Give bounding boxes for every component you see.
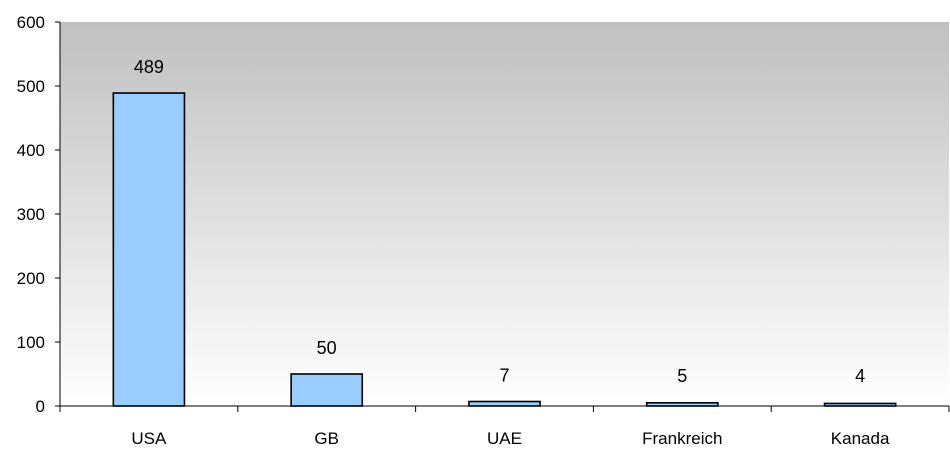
y-tick-label: 400 [17,141,45,160]
bar-usa [112,92,186,407]
data-label-kanada: 4 [855,366,865,386]
data-label-usa: 489 [134,57,164,77]
bar-gb [290,373,364,407]
bar-uae [468,400,541,407]
y-tick-label: 100 [17,333,45,352]
y-tick-label: 200 [17,269,45,288]
y-tick-label: 0 [36,397,45,416]
plot-area-background [60,22,949,406]
labels-layer: 0 100 200 300 400 500 600 489 USA 50 GB 7 UAE 5 Frankr… [17,13,890,448]
data-label-gb: 50 [317,338,337,358]
x-tick-label-kanada: Kanada [831,429,890,448]
x-tick-label-gb: GB [314,429,339,448]
bars-layer [112,92,897,407]
x-tick-label-usa: USA [131,429,167,448]
y-tick-label: 300 [17,205,45,224]
y-tick-label: 500 [17,77,45,96]
data-label-frankreich: 5 [677,366,687,386]
y-tick-label: 600 [17,13,45,32]
x-tick-label-frankreich: Frankreich [642,429,722,448]
x-tick-label-uae: UAE [487,429,522,448]
axes-layer [55,21,950,412]
data-label-uae: 7 [499,366,509,386]
